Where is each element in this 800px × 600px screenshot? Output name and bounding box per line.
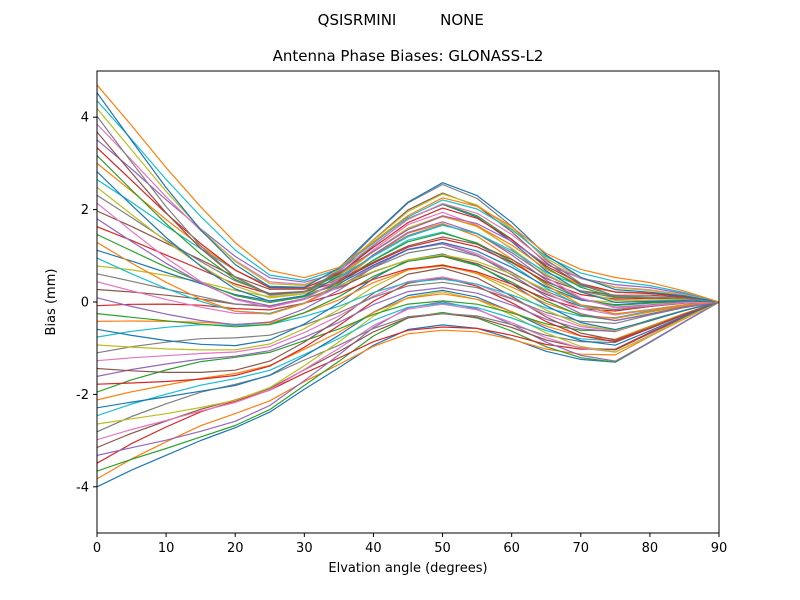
x-tick-label: 20 [227, 541, 244, 556]
suptitle-right: NONE [440, 11, 484, 29]
x-axis-label: Elvation angle (degrees) [328, 561, 487, 576]
series-line [97, 202, 719, 309]
series-line [97, 301, 719, 449]
x-tick-label: 0 [93, 541, 101, 556]
x-tick-label: 30 [296, 541, 313, 556]
chart-title: Antenna Phase Biases: GLONASS-L2 [273, 47, 544, 65]
x-tick-label: 80 [642, 541, 659, 556]
series-line [97, 301, 719, 464]
series-line [97, 281, 719, 354]
y-tick-label: -4 [76, 480, 89, 495]
series-line [97, 277, 719, 385]
x-tick-label: 90 [711, 541, 728, 556]
series-line [97, 84, 719, 303]
series-line [97, 265, 719, 325]
series-line [97, 289, 719, 409]
y-axis-label: Bias (mm) [44, 269, 59, 336]
series-line [97, 210, 719, 303]
series-line [97, 99, 719, 303]
series-line [97, 232, 719, 306]
series-line [97, 287, 719, 377]
x-tick-label: 50 [434, 541, 451, 556]
y-tick-label: 2 [81, 203, 89, 218]
series-line [97, 301, 719, 433]
series-line [97, 267, 719, 373]
series-line [97, 226, 719, 303]
x-tick-label: 10 [158, 541, 175, 556]
x-tick-label: 70 [573, 541, 590, 556]
series-line [97, 92, 719, 303]
series-line [97, 147, 719, 303]
series-line [97, 218, 719, 308]
y-tick-label: 0 [81, 296, 89, 311]
series-line [97, 223, 719, 315]
series-line [97, 246, 719, 311]
series-line [97, 242, 719, 306]
x-tick-label: 60 [503, 541, 520, 556]
axis-ticks: 0 10 20 30 40 50 60 70 80 90 -4 -2 0 2 4 [76, 111, 727, 556]
y-tick-label: -2 [76, 388, 89, 403]
y-tick-label: 4 [81, 111, 89, 126]
suptitle-left: QSISRMINI [318, 11, 397, 29]
x-tick-label: 40 [365, 541, 382, 556]
series-line [97, 301, 719, 417]
series-lines [97, 84, 719, 488]
series-line [97, 301, 719, 480]
series-line [97, 264, 719, 312]
